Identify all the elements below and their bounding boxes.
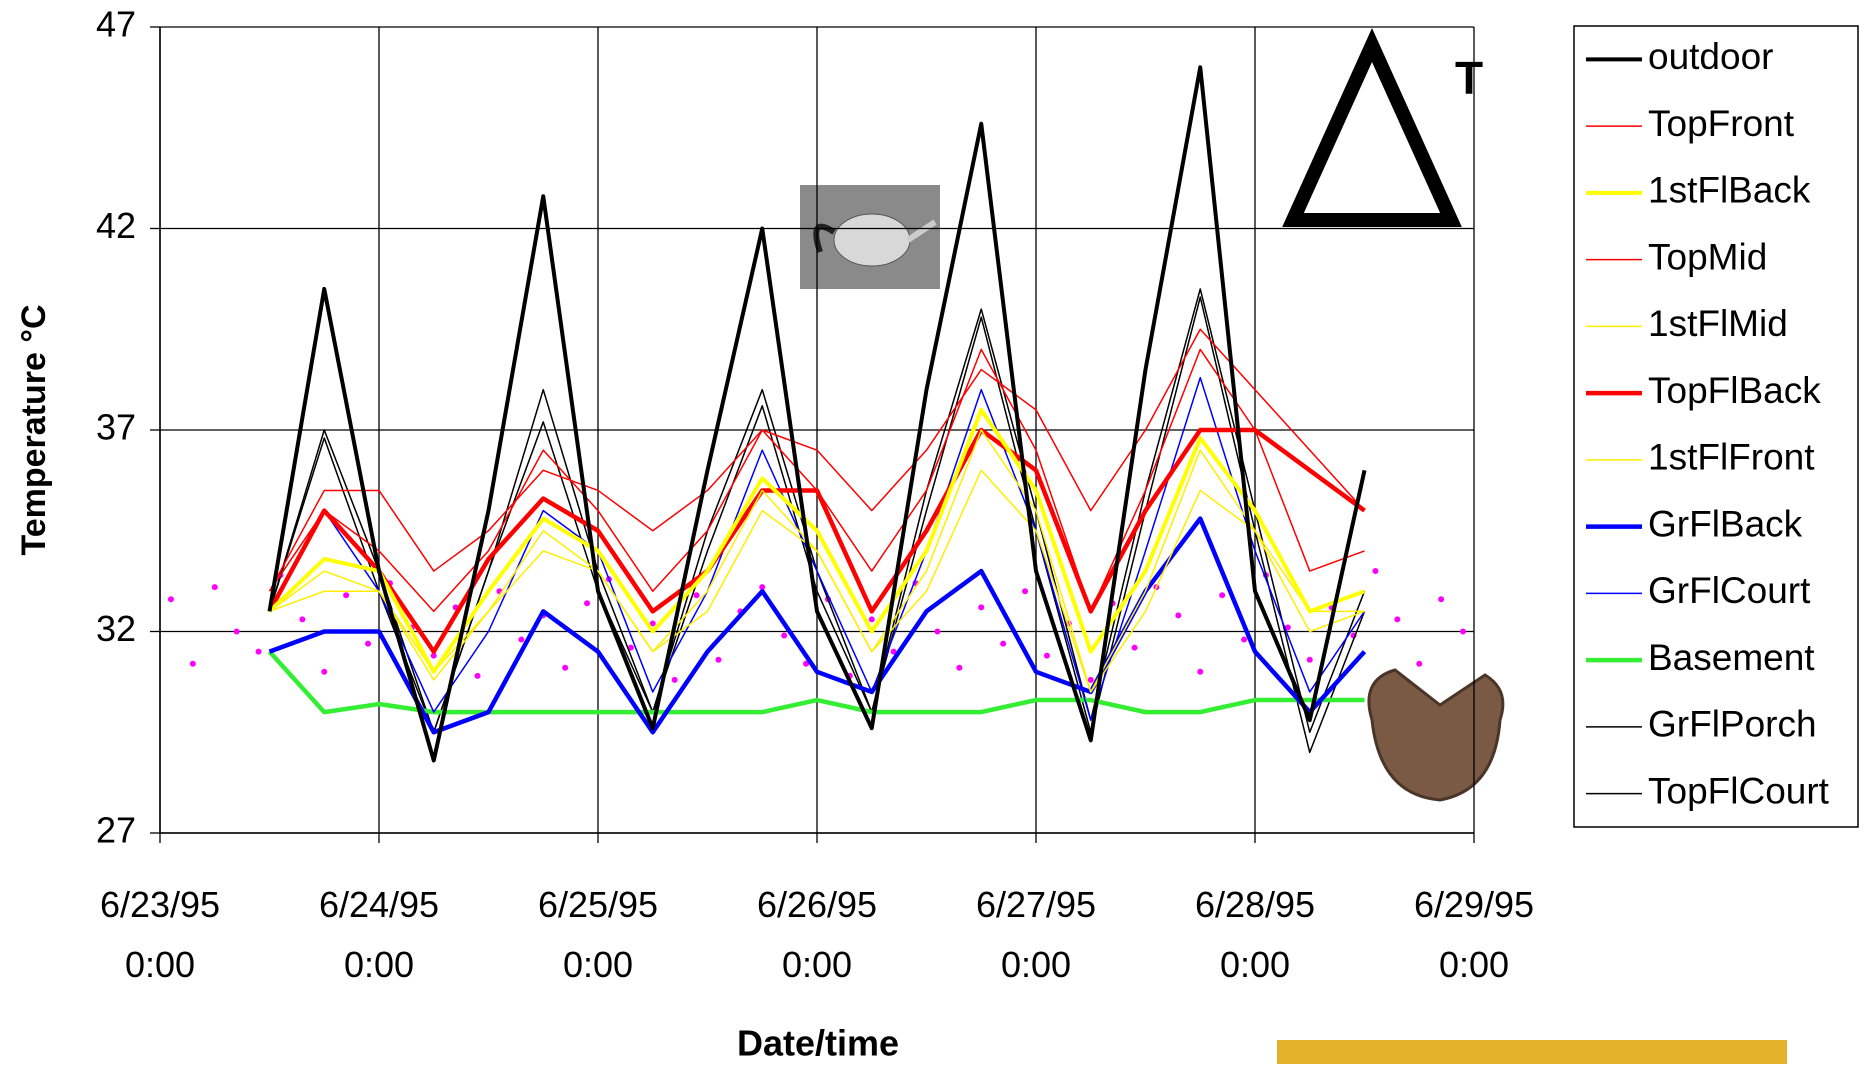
scatter-point (803, 660, 810, 667)
x-tick-label: 6/27/95 0:00 (975, 884, 1097, 985)
x-tick-label: 6/25/95 0:00 (537, 884, 659, 985)
accent-bar (1277, 1040, 1787, 1064)
x-tick-label: 6/29/95 0:00 (1413, 884, 1535, 985)
decor (800, 185, 1787, 1064)
line-series (269, 429, 1365, 693)
scatter-point (474, 672, 481, 679)
y-tick-label: 37 (96, 407, 136, 448)
teapot-spout (906, 219, 937, 243)
scatter-point (1372, 568, 1379, 575)
scatter-point (233, 628, 240, 635)
scatter-point (1087, 676, 1094, 683)
tea-cosy-image (1367, 668, 1505, 802)
legend-label: outdoor (1648, 36, 1774, 77)
scatter-point (584, 600, 591, 607)
line-series (267, 65, 1367, 763)
scatter-point (1284, 624, 1291, 631)
scatter-point (1131, 644, 1138, 651)
scatter-point (255, 648, 262, 655)
scatter-point (343, 592, 350, 599)
scatter-point (956, 664, 963, 671)
line-series (268, 348, 1365, 613)
scatter-point (1000, 640, 1007, 647)
scatter-point (430, 652, 437, 659)
legend-label: TopMid (1648, 236, 1767, 277)
scatter-point (189, 660, 196, 667)
legend-label: TopFront (1648, 103, 1795, 144)
scatter-point (890, 648, 897, 655)
y-axis-label: Temperature °C (15, 304, 53, 555)
scatter-point (518, 636, 525, 643)
scatter-point (649, 620, 656, 627)
scatter-point (868, 616, 875, 623)
scatter-point (321, 668, 328, 675)
legend-label: GrFlCourt (1648, 570, 1811, 611)
scatter-point (671, 676, 678, 683)
annotation-delta: Δ (200, 0, 201, 1)
scatter-point (299, 616, 306, 623)
y-tick-label: 42 (96, 205, 136, 246)
y-tick-label: 47 (96, 4, 136, 45)
legend-label: GrFlBack (1648, 503, 1803, 544)
x-tick-label: 6/28/95 0:00 (1194, 884, 1316, 985)
scatter-point (167, 596, 174, 603)
scatter-point (759, 584, 766, 591)
plot-area (150, 26, 1475, 843)
scatter-point (1043, 652, 1050, 659)
x-tick-label: 6/23/95 0:00 (99, 884, 221, 985)
scatter-point (1219, 592, 1226, 599)
x-tick-label: 6/24/95 0:00 (318, 884, 440, 985)
scatter-point (627, 644, 634, 651)
line-series (268, 328, 1366, 592)
scatter-point (934, 628, 941, 635)
line-series (268, 516, 1367, 735)
scatter-point (1438, 596, 1445, 603)
legend-label: 1stFlMid (1648, 303, 1788, 344)
scatter-point (1241, 636, 1248, 643)
scatter-point (693, 592, 700, 599)
legend-box (1573, 25, 1859, 828)
scatter-point (365, 640, 372, 647)
scatter-point (781, 632, 788, 639)
line-series (267, 650, 1365, 715)
legend: outdoor TopFront 1stFlBack TopMid 1stFlMid To… (1573, 25, 1859, 828)
x-axis-label: Date/time (737, 1023, 899, 1064)
legend-label: 1stFlBack (1648, 170, 1811, 211)
legend-label: TopFlCourt (1648, 770, 1830, 811)
scatter-point (211, 584, 218, 591)
legend-label: TopFlBack (1648, 370, 1821, 411)
scatter-point (1416, 660, 1423, 667)
scatter-point (1197, 668, 1204, 675)
y-tick-label: 27 (96, 810, 136, 851)
scatter-point (1306, 656, 1313, 663)
scatter-point (1022, 588, 1029, 595)
scatter-point (715, 656, 722, 663)
legend-label: GrFlPorch (1648, 704, 1817, 745)
scatter-point (1394, 616, 1401, 623)
delta-symbol (1282, 27, 1462, 227)
x-tick-label: 6/26/95 0:00 (756, 884, 878, 985)
line-series (268, 407, 1366, 674)
legend-label: Basement (1648, 637, 1815, 678)
legend-label: 1stFlFront (1648, 437, 1815, 478)
scatter-point (562, 664, 569, 671)
annotation: T (1455, 52, 1483, 104)
scatter-point (978, 604, 985, 611)
scatter-point (1460, 628, 1467, 635)
teapot-body (833, 213, 911, 267)
y-tick-label: 32 (96, 608, 136, 649)
scatter-point (1175, 612, 1182, 619)
